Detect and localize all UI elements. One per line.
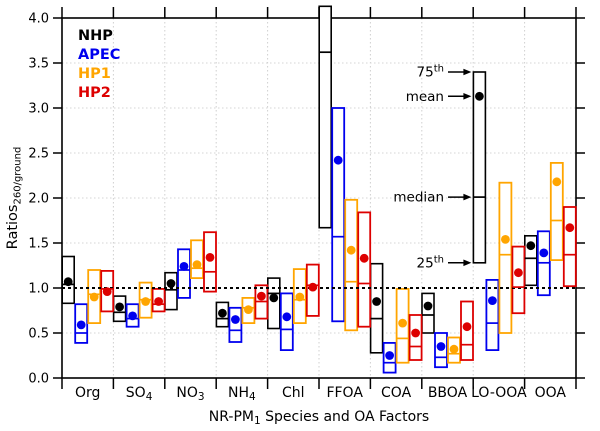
- mean-dot-HP2-NO3: [205, 253, 215, 262]
- box-HP2-NO3: [203, 231, 217, 293]
- mean-dot-HP2-FFOA: [359, 253, 369, 263]
- y-axis-title: Ratios260/ground: [5, 147, 24, 250]
- annotation-arrowhead-25th: [463, 259, 472, 267]
- mean-dot-NHP-Org: [63, 277, 73, 287]
- mean-dot-HP1-NH4: [244, 305, 253, 314]
- category-label-NH4: NH4: [228, 385, 256, 403]
- mean-dot-HP2-NH4: [257, 291, 266, 301]
- annotation-label-25th: 25th: [417, 254, 444, 271]
- box-HP2-COA: [408, 314, 423, 361]
- category-label-NO3: NO3: [176, 385, 204, 403]
- category-label-LO-OOA: LO-OOA: [471, 385, 527, 401]
- box-NHP-COA: [369, 262, 384, 354]
- box-APEC-FFOA: [331, 107, 346, 323]
- mean-dot-APEC-FFOA: [333, 155, 343, 165]
- mean-dot-HP2-SO4: [154, 297, 164, 306]
- mean-dot-NHP-COA: [372, 297, 381, 306]
- box-NHP-BBOA: [421, 292, 435, 334]
- category-label-Chl: Chl: [282, 385, 305, 401]
- y-tick-label: 4.0: [28, 12, 49, 27]
- mean-dot-NHP-NH4: [218, 308, 227, 318]
- legend-entry-HP1: HP1: [78, 66, 111, 82]
- box-APEC-NO3: [177, 248, 191, 299]
- box-HP2-OOA: [562, 206, 577, 288]
- box-HP1-LO-OOA: [498, 181, 513, 334]
- legend-entry-HP2: HP2: [78, 85, 111, 101]
- box-APEC-LO-OOA: [485, 278, 500, 351]
- mean-dot-NHP-LO-OOA: [475, 91, 484, 101]
- mean-dot-HP2-Chl: [308, 282, 318, 292]
- y-tick-label: 1.5: [28, 237, 49, 252]
- mean-dot-HP1-COA: [398, 318, 407, 328]
- mean-dot-NHP-Chl: [269, 293, 279, 303]
- mean-dot-HP2-BBOA: [462, 322, 472, 332]
- box-HP1-NO3: [190, 239, 204, 280]
- mean-dot-APEC-OOA: [539, 248, 549, 258]
- legend-entry-APEC: APEC: [78, 47, 120, 63]
- box-APEC-NH4: [228, 306, 243, 343]
- mean-dot-APEC-Org: [76, 320, 86, 330]
- category-label-BBOA: BBOA: [428, 385, 468, 401]
- box-NHP-Chl: [266, 277, 281, 330]
- mean-dot-HP1-NO3: [192, 260, 202, 269]
- mean-dot-NHP-OOA: [526, 241, 536, 251]
- box-NHP-LO-OOA: [472, 71, 487, 264]
- mean-dot-HP2-OOA: [565, 223, 575, 233]
- annotation-label-mean: mean: [406, 89, 444, 105]
- box-HP1-OOA: [549, 161, 564, 261]
- mean-dot-HP2-COA: [411, 328, 420, 338]
- box-APEC-Chl: [279, 292, 294, 351]
- annotation-label-median: median: [393, 190, 444, 206]
- annotation-arrowhead-mean: [463, 93, 472, 100]
- mean-dot-HP2-LO-OOA: [514, 268, 523, 278]
- category-label-FFOA: FFOA: [326, 385, 363, 401]
- annotation-arrowhead-75th: [463, 68, 472, 76]
- mean-dot-HP2-Org: [102, 287, 112, 296]
- box-HP1-FFOA: [344, 198, 359, 332]
- mean-dot-APEC-NO3: [179, 262, 189, 271]
- legend-entry-NHP: NHP: [78, 28, 113, 44]
- mean-dot-APEC-NH4: [231, 315, 240, 324]
- y-tick-label: 3.0: [28, 102, 49, 117]
- mean-dot-HP1-LO-OOA: [501, 235, 510, 244]
- box-NHP-NO3: [164, 271, 178, 311]
- mean-dot-APEC-Chl: [282, 312, 292, 322]
- mean-dot-APEC-SO4: [128, 311, 138, 321]
- category-label-SO4: SO4: [126, 385, 153, 403]
- mean-dot-NHP-BBOA: [423, 301, 433, 311]
- y-tick-label: 2.0: [28, 192, 49, 207]
- category-label-COA: COA: [381, 385, 412, 401]
- mean-dot-NHP-NO3: [166, 279, 176, 288]
- mean-dot-HP1-Chl: [295, 292, 305, 302]
- category-label-OOA: OOA: [535, 385, 567, 401]
- mean-dot-APEC-COA: [385, 351, 394, 360]
- mean-dot-HP1-BBOA: [449, 344, 459, 354]
- y-tick-label: 0.5: [28, 327, 49, 342]
- y-tick-label: 0.0: [28, 372, 49, 387]
- y-tick-label: 3.5: [28, 57, 49, 72]
- box-HP2-LO-OOA: [511, 245, 526, 315]
- mean-dot-APEC-LO-OOA: [488, 296, 497, 305]
- y-tick-label: 1.0: [28, 282, 49, 297]
- x-axis-title: NR-PM1 Species and OA Factors: [209, 409, 429, 427]
- y-tick-label: 2.5: [28, 147, 49, 162]
- mean-dot-APEC-BBOA: [436, 342, 446, 351]
- box-HP2-FFOA: [357, 211, 372, 328]
- annotation-arrowhead-median: [463, 193, 472, 201]
- mean-dot-HP1-OOA: [552, 177, 562, 187]
- mean-dot-NHP-SO4: [115, 302, 124, 312]
- annotation-label-75th: 75th: [417, 64, 444, 81]
- mean-dot-HP1-SO4: [141, 297, 151, 306]
- mean-dot-HP1-FFOA: [346, 245, 356, 255]
- box-NHP-FFOA: [318, 5, 333, 229]
- mean-dot-HP1-Org: [89, 292, 99, 302]
- category-label-Org: Org: [75, 385, 100, 401]
